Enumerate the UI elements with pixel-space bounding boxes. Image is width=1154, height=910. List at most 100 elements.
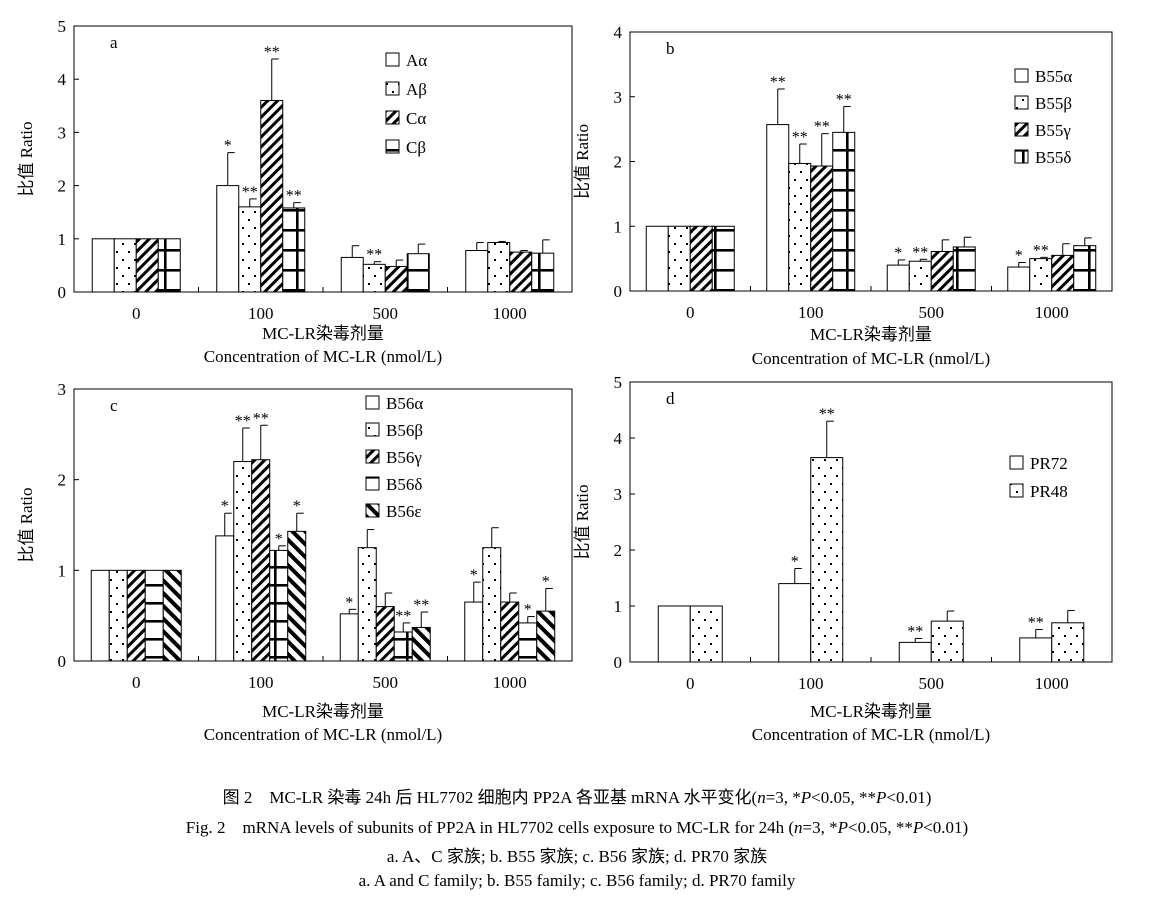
bar — [251, 459, 271, 662]
bar — [269, 549, 289, 662]
panel-label: c — [110, 396, 118, 415]
significance-mark: ** — [242, 184, 258, 201]
caption-chinese-n-symbol: n — [757, 788, 766, 807]
legend-swatch — [365, 503, 380, 518]
y-axis-label: 比值 Ratio — [573, 124, 592, 199]
bar — [667, 225, 691, 292]
significance-mark: * — [221, 498, 229, 515]
bar — [108, 569, 128, 662]
bar — [766, 124, 790, 292]
legend-label: B56β — [386, 421, 423, 440]
significance-mark: * — [275, 531, 283, 548]
bar — [778, 583, 812, 663]
bar — [810, 457, 844, 663]
bar — [144, 569, 164, 662]
y-tick-label: 0 — [614, 653, 623, 672]
legend-label: PR48 — [1030, 482, 1068, 501]
bar — [287, 530, 307, 662]
y-tick-label: 2 — [614, 541, 623, 560]
y-tick-label: 0 — [58, 283, 67, 302]
legend-swatch — [1009, 455, 1024, 470]
subcaption-chinese: a. A、C 家族; b. B55 家族; c. B56 家族; d. PR70… — [386, 847, 768, 866]
y-tick-label: 5 — [614, 373, 623, 392]
caption-chinese-p2: <0.01) — [886, 788, 932, 807]
significance-mark: * — [470, 567, 478, 584]
significance-mark: ** — [395, 608, 411, 625]
legend-swatch — [1014, 95, 1029, 110]
bar — [91, 238, 115, 293]
legend-label: B56α — [386, 394, 423, 413]
legend-label: PR72 — [1030, 454, 1068, 473]
x-axis-label-english: Concentration of MC-LR (nmol/L) — [752, 725, 990, 744]
bar — [908, 260, 932, 292]
caption-english-p-symbol: P — [837, 818, 848, 837]
bar — [482, 547, 502, 662]
caption-english-text: Fig. 2 mRNA levels of subunits of PP2A i… — [185, 818, 794, 837]
y-tick-label: 3 — [614, 88, 623, 107]
legend-label: B55δ — [1035, 148, 1071, 167]
significance-mark: ** — [770, 74, 786, 91]
significance-mark: * — [293, 498, 301, 515]
y-tick-label: 3 — [614, 485, 623, 504]
panel-label: a — [110, 33, 118, 52]
y-tick-label: 5 — [58, 17, 67, 36]
y-tick-label: 1 — [614, 217, 623, 236]
y-tick-label: 4 — [614, 429, 623, 448]
caption-chinese-text: 图 2 MC-LR 染毒 24h 后 HL7702 细胞内 PP2A 各亚基 m… — [222, 788, 758, 807]
caption-english-n-value: =3, * — [802, 818, 838, 837]
legend-swatch — [1014, 122, 1029, 137]
subcaption-english: a. A and C family; b. B55 family; c. B56… — [358, 871, 796, 890]
legend-swatch — [365, 395, 380, 410]
significance-mark: * — [1015, 248, 1023, 265]
significance-mark: ** — [366, 247, 382, 264]
legend-swatch — [365, 449, 380, 464]
caption-chinese-n-value: =3, * — [765, 788, 801, 807]
bar — [393, 631, 413, 662]
panel-label: d — [666, 389, 675, 408]
x-axis-label-english: Concentration of MC-LR (nmol/L) — [752, 349, 990, 368]
bar — [90, 569, 110, 662]
x-axis-label: MC-LR染毒剂量 — [810, 702, 932, 721]
legend-label: B56ε — [386, 502, 421, 521]
bar — [411, 626, 431, 662]
figure-caption-chinese: 图 2 MC-LR 染毒 24h 后 HL7702 细胞内 PP2A 各亚基 m… — [0, 783, 1154, 808]
significance-mark: ** — [912, 244, 928, 261]
bar — [384, 265, 408, 293]
x-tick-label: 100 — [798, 303, 824, 322]
figure-caption-english: Fig. 2 mRNA levels of subunits of PP2A i… — [0, 813, 1154, 838]
significance-mark: * — [224, 138, 232, 155]
bar — [1007, 266, 1031, 292]
x-tick-label: 0 — [132, 673, 141, 692]
bar — [898, 641, 932, 663]
panel-label: b — [666, 39, 675, 58]
caption-english-p2: <0.01) — [923, 818, 969, 837]
legend-label: Cβ — [406, 138, 426, 157]
bar — [930, 251, 954, 292]
x-tick-label: 100 — [248, 304, 274, 323]
legend-swatch — [385, 81, 400, 96]
y-tick-label: 4 — [614, 23, 623, 42]
bar — [1051, 622, 1085, 663]
bar — [518, 622, 538, 662]
significance-mark: ** — [836, 91, 852, 108]
legend-label: B55α — [1035, 67, 1072, 86]
x-axis-label: MC-LR染毒剂量 — [810, 325, 932, 344]
x-tick-label: 100 — [248, 673, 274, 692]
x-tick-label: 0 — [132, 304, 141, 323]
y-axis-label: 比值 Ratio — [17, 121, 36, 196]
x-axis-label-english: Concentration of MC-LR (nmol/L) — [204, 347, 442, 366]
bar — [930, 620, 964, 663]
significance-mark: ** — [253, 410, 269, 427]
bar — [340, 256, 364, 293]
bar — [362, 263, 386, 293]
legend-swatch — [1014, 68, 1029, 83]
significance-mark: ** — [1033, 242, 1049, 259]
significance-mark: * — [524, 602, 532, 619]
y-tick-label: 2 — [58, 471, 67, 490]
bar — [500, 601, 520, 662]
x-tick-label: 1000 — [1035, 303, 1069, 322]
significance-mark: ** — [814, 119, 830, 136]
x-tick-label: 500 — [919, 303, 945, 322]
